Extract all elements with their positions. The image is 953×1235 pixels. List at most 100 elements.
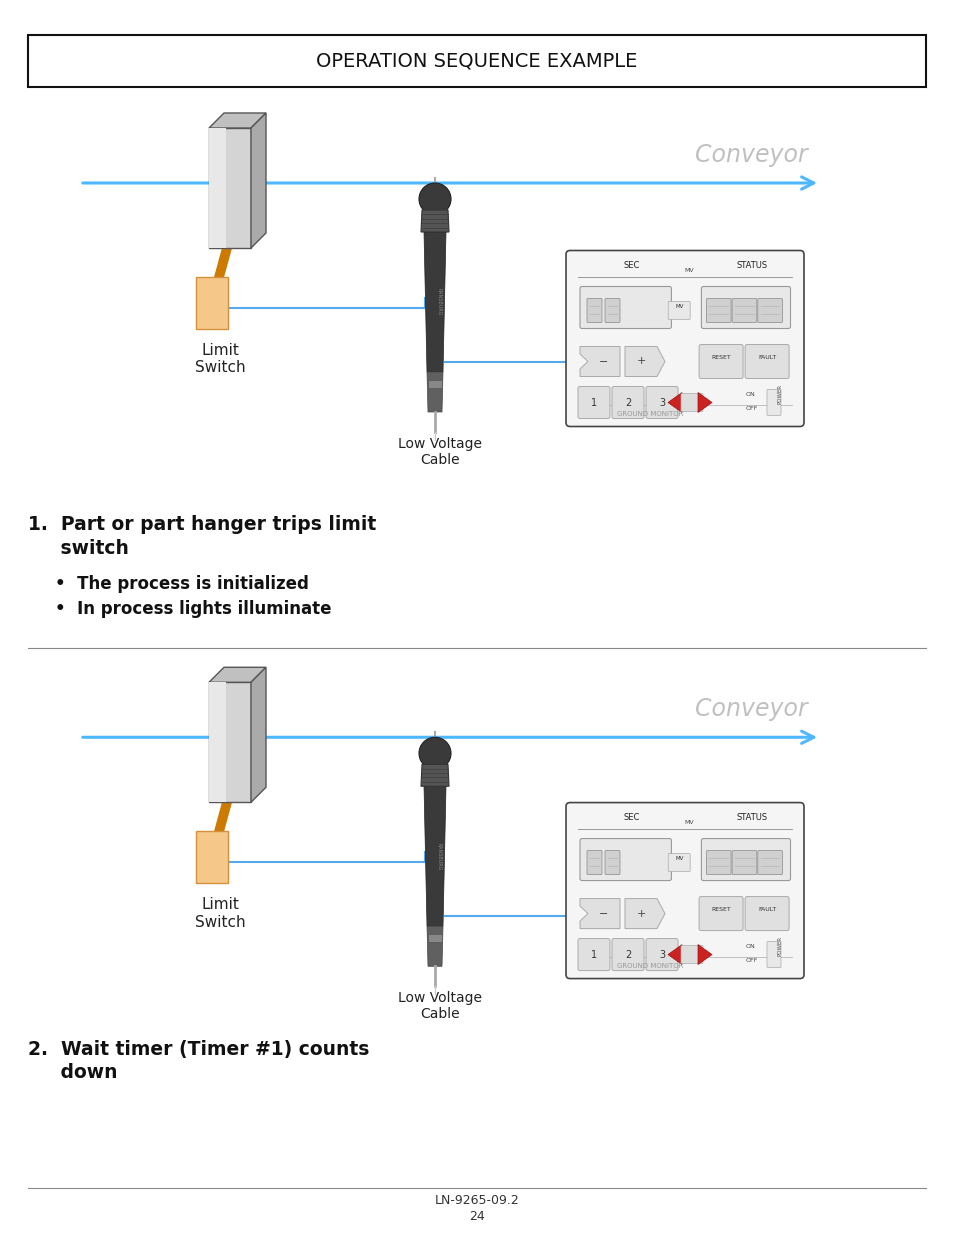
Text: 3: 3 bbox=[659, 950, 664, 960]
Text: Conveyor: Conveyor bbox=[695, 698, 807, 721]
Text: 1: 1 bbox=[590, 398, 597, 408]
Text: OFF: OFF bbox=[745, 405, 758, 410]
FancyBboxPatch shape bbox=[700, 287, 790, 329]
Polygon shape bbox=[209, 667, 266, 682]
Polygon shape bbox=[428, 935, 441, 942]
Text: SEC: SEC bbox=[623, 261, 639, 270]
FancyBboxPatch shape bbox=[705, 299, 730, 322]
FancyBboxPatch shape bbox=[757, 299, 781, 322]
FancyBboxPatch shape bbox=[700, 839, 790, 881]
Text: MV: MV bbox=[684, 820, 694, 825]
FancyBboxPatch shape bbox=[604, 851, 619, 874]
Polygon shape bbox=[423, 232, 446, 372]
FancyBboxPatch shape bbox=[612, 939, 643, 971]
Text: MV: MV bbox=[684, 268, 694, 273]
Polygon shape bbox=[209, 128, 226, 248]
Text: STATUS: STATUS bbox=[736, 813, 766, 823]
Text: RESET: RESET bbox=[711, 354, 730, 359]
Polygon shape bbox=[428, 380, 441, 388]
Polygon shape bbox=[698, 393, 711, 412]
FancyBboxPatch shape bbox=[757, 851, 781, 874]
FancyBboxPatch shape bbox=[586, 299, 601, 322]
FancyBboxPatch shape bbox=[667, 853, 689, 872]
FancyBboxPatch shape bbox=[586, 851, 601, 874]
Text: 1: 1 bbox=[590, 950, 597, 960]
Polygon shape bbox=[420, 764, 449, 787]
FancyBboxPatch shape bbox=[731, 299, 756, 322]
Text: −: − bbox=[598, 909, 608, 919]
FancyBboxPatch shape bbox=[565, 251, 803, 426]
Text: +: + bbox=[636, 909, 645, 919]
FancyBboxPatch shape bbox=[612, 387, 643, 419]
Polygon shape bbox=[420, 210, 449, 232]
Text: −: − bbox=[598, 357, 608, 367]
Text: RANSBURG: RANSBURG bbox=[436, 288, 441, 316]
Text: POWER: POWER bbox=[777, 935, 781, 956]
Text: 3: 3 bbox=[659, 398, 664, 408]
Text: GROUND MONITOR: GROUND MONITOR bbox=[617, 962, 683, 968]
Text: 2: 2 bbox=[624, 950, 631, 960]
Text: 24: 24 bbox=[469, 1210, 484, 1224]
FancyBboxPatch shape bbox=[645, 939, 678, 971]
Polygon shape bbox=[667, 945, 681, 965]
Text: Low Voltage
Cable: Low Voltage Cable bbox=[397, 992, 481, 1021]
Text: +: + bbox=[636, 357, 645, 367]
Text: SEC: SEC bbox=[623, 813, 639, 823]
Text: GROUND MONITOR: GROUND MONITOR bbox=[617, 410, 683, 416]
Polygon shape bbox=[251, 667, 266, 803]
Polygon shape bbox=[251, 112, 266, 248]
Text: MV: MV bbox=[675, 304, 682, 309]
Text: Limit
Switch: Limit Switch bbox=[194, 898, 245, 930]
Polygon shape bbox=[209, 682, 226, 803]
FancyBboxPatch shape bbox=[667, 301, 689, 320]
Text: •  In process lights illuminate: • In process lights illuminate bbox=[55, 600, 331, 618]
FancyBboxPatch shape bbox=[731, 851, 756, 874]
FancyBboxPatch shape bbox=[578, 387, 609, 419]
Polygon shape bbox=[427, 926, 442, 966]
Text: RANSBURG: RANSBURG bbox=[436, 842, 441, 869]
FancyBboxPatch shape bbox=[604, 299, 619, 322]
Text: Limit
Switch: Limit Switch bbox=[194, 343, 245, 375]
FancyBboxPatch shape bbox=[766, 389, 781, 415]
Text: 1.  Part or part hanger trips limit
     switch: 1. Part or part hanger trips limit switc… bbox=[28, 515, 375, 557]
FancyBboxPatch shape bbox=[705, 851, 730, 874]
Polygon shape bbox=[209, 128, 251, 248]
Polygon shape bbox=[579, 347, 619, 377]
Text: 2: 2 bbox=[624, 398, 631, 408]
Circle shape bbox=[418, 737, 451, 769]
FancyBboxPatch shape bbox=[744, 345, 788, 378]
Text: POWER: POWER bbox=[777, 383, 781, 404]
Text: MV: MV bbox=[675, 856, 682, 861]
Text: FAULT: FAULT bbox=[758, 906, 776, 913]
FancyBboxPatch shape bbox=[744, 897, 788, 930]
Polygon shape bbox=[209, 112, 266, 128]
Polygon shape bbox=[423, 787, 446, 926]
Polygon shape bbox=[698, 945, 711, 965]
Text: LN-9265-09.2: LN-9265-09.2 bbox=[435, 1194, 518, 1208]
FancyBboxPatch shape bbox=[645, 387, 678, 419]
Circle shape bbox=[418, 183, 451, 215]
Text: •  The process is initialized: • The process is initialized bbox=[55, 576, 309, 593]
Polygon shape bbox=[624, 347, 664, 377]
FancyBboxPatch shape bbox=[766, 941, 781, 967]
Text: ON: ON bbox=[745, 391, 755, 396]
FancyBboxPatch shape bbox=[699, 897, 742, 930]
Text: ON: ON bbox=[745, 944, 755, 948]
Text: STATUS: STATUS bbox=[736, 261, 766, 270]
Polygon shape bbox=[579, 899, 619, 929]
FancyBboxPatch shape bbox=[680, 394, 702, 411]
Text: OFF: OFF bbox=[745, 957, 758, 962]
Text: FAULT: FAULT bbox=[758, 354, 776, 359]
FancyBboxPatch shape bbox=[565, 803, 803, 978]
Polygon shape bbox=[209, 682, 251, 803]
FancyBboxPatch shape bbox=[680, 946, 702, 963]
FancyBboxPatch shape bbox=[28, 35, 925, 86]
FancyBboxPatch shape bbox=[699, 345, 742, 378]
Polygon shape bbox=[624, 899, 664, 929]
Text: 2.  Wait timer (Timer #1) counts
     down: 2. Wait timer (Timer #1) counts down bbox=[28, 1040, 369, 1083]
Text: Low Voltage
Cable: Low Voltage Cable bbox=[397, 437, 481, 467]
Text: OPERATION SEQUENCE EXAMPLE: OPERATION SEQUENCE EXAMPLE bbox=[316, 52, 637, 70]
Polygon shape bbox=[667, 393, 681, 412]
Polygon shape bbox=[195, 831, 228, 883]
FancyBboxPatch shape bbox=[578, 939, 609, 971]
